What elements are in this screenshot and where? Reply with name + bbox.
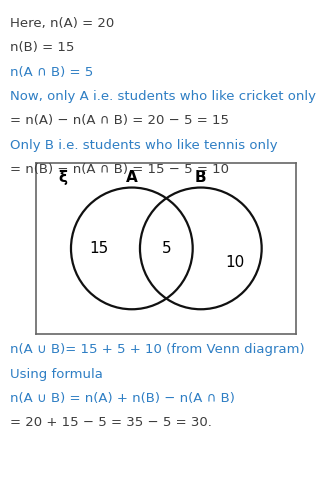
Text: 15: 15 [90,241,109,256]
Text: A: A [126,170,138,185]
Text: = 20 + 15 − 5 = 35 − 5 = 30.: = 20 + 15 − 5 = 35 − 5 = 30. [10,416,212,429]
Text: Now, only A i.e. students who like cricket only: Now, only A i.e. students who like crick… [10,90,316,103]
Text: n(B) = 15: n(B) = 15 [10,41,74,54]
Text: B: B [195,170,207,185]
Text: n(A ∪ B) = n(A) + n(B) − n(A ∩ B): n(A ∪ B) = n(A) + n(B) − n(A ∩ B) [10,392,235,405]
Text: Using formula: Using formula [10,368,103,381]
Text: = n(A) − n(A ∩ B) = 20 − 5 = 15: = n(A) − n(A ∩ B) = 20 − 5 = 15 [10,114,229,127]
Text: n(A ∪ B)= 15 + 5 + 10 (from Venn diagram): n(A ∪ B)= 15 + 5 + 10 (from Venn diagram… [10,343,305,356]
Text: 5: 5 [162,241,171,256]
Text: ξ: ξ [58,170,68,185]
Text: = n(B) − n(A ∩ B) = 15 − 5 = 10: = n(B) − n(A ∩ B) = 15 − 5 = 10 [10,163,229,176]
Text: 10: 10 [226,255,245,270]
Text: Only B i.e. students who like tennis only: Only B i.e. students who like tennis onl… [10,139,278,152]
Text: Here, n(A) = 20: Here, n(A) = 20 [10,17,114,30]
Text: n(A ∩ B) = 5: n(A ∩ B) = 5 [10,65,93,79]
